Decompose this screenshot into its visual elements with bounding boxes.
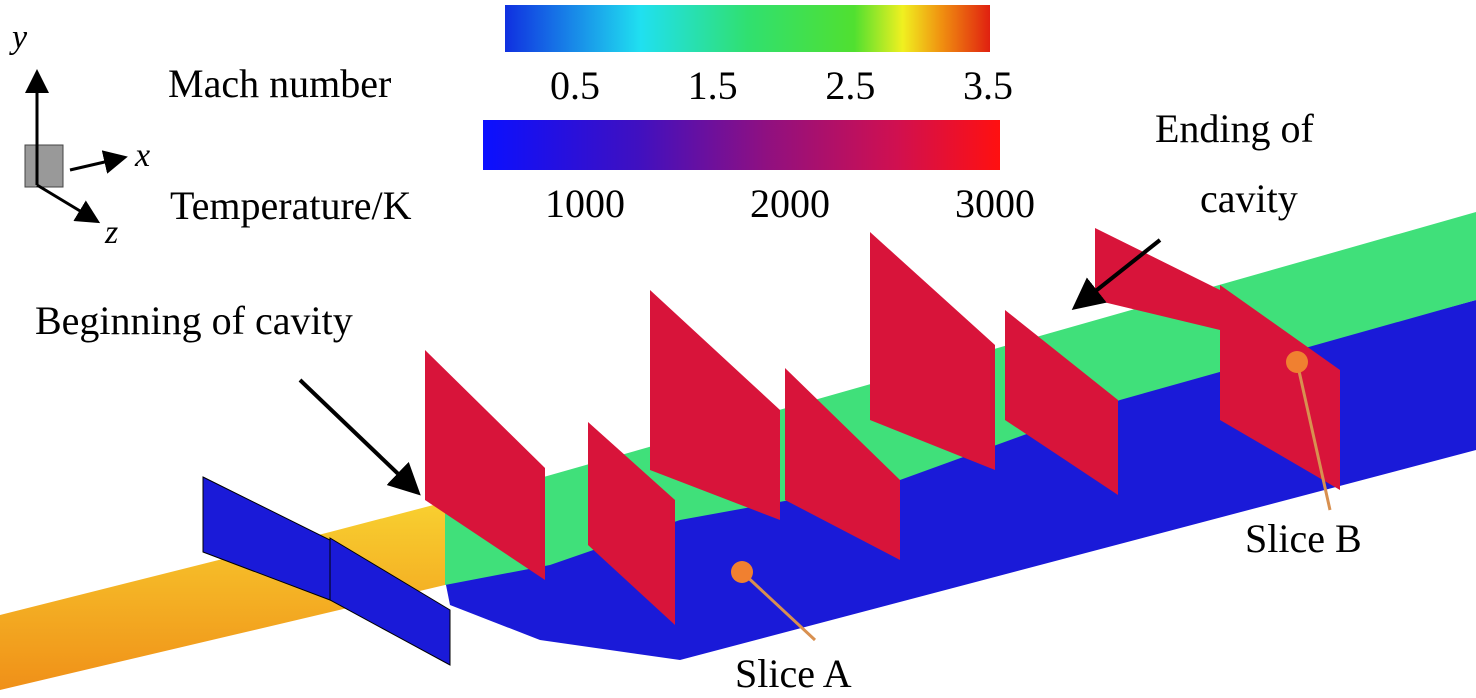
red-slice — [1005, 310, 1118, 495]
red-slice — [650, 290, 780, 520]
axis-label: z — [104, 214, 118, 251]
blue-slice — [329, 537, 451, 666]
cube — [24, 144, 64, 188]
red-slice — [1095, 228, 1220, 330]
arrow — [298, 378, 421, 496]
temperature-label: Temperature/K — [170, 183, 412, 228]
annotation: Ending of — [1155, 106, 1315, 151]
tick-label: 2.5 — [825, 63, 875, 108]
temperature-colorbar — [483, 120, 1000, 170]
red-slice — [588, 422, 675, 625]
tick-label: 2000 — [750, 181, 830, 226]
mach-colorbar — [505, 5, 990, 52]
red-slice — [1220, 285, 1340, 490]
axis-label: y — [9, 19, 28, 56]
red-slice — [785, 368, 900, 560]
tick-label: 3.5 — [963, 63, 1013, 108]
tick-label: 1000 — [545, 181, 625, 226]
mach-label: Mach number — [168, 61, 391, 106]
red-slice — [870, 232, 995, 470]
cavity-floor — [445, 300, 1476, 660]
annotations: Beginning of cavity Ending of cavity Sli… — [35, 106, 1362, 696]
axis-label: x — [134, 137, 150, 174]
tick-label: 1.5 — [688, 63, 738, 108]
x-arrow — [69, 150, 128, 174]
temperature-ticks: 1000 2000 3000 — [545, 181, 1035, 226]
marker — [731, 561, 753, 583]
annotation: cavity — [1200, 176, 1298, 221]
scene — [0, 212, 1476, 690]
arrow — [1071, 238, 1162, 310]
annotation: Beginning of cavity — [35, 298, 353, 343]
annotation: Slice B — [1245, 516, 1362, 561]
leader — [1295, 361, 1332, 511]
mach-ticks: 0.5 1.5 2.5 3.5 — [550, 63, 1013, 108]
tick-label: 0.5 — [550, 63, 600, 108]
red-slice — [425, 350, 545, 580]
annotation: Slice A — [735, 651, 852, 696]
tick-label: 3000 — [955, 181, 1035, 226]
marker — [1286, 351, 1308, 373]
axis-triad: y x z — [9, 19, 150, 251]
z-arrow — [36, 183, 101, 224]
leader — [740, 570, 817, 642]
